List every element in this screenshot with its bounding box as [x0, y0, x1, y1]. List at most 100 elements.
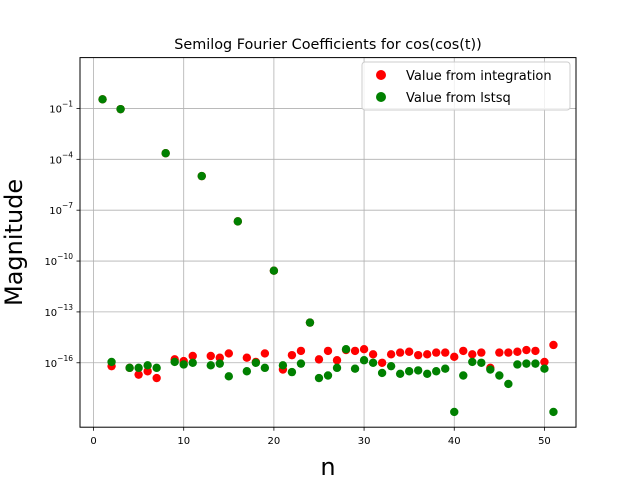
data-point [170, 357, 179, 367]
data-point [260, 349, 270, 358]
data-point [386, 361, 396, 371]
data-point [450, 352, 459, 362]
legend-label-lstsq: Value from lstsq [406, 91, 511, 106]
x-tick-label: 40 [448, 436, 461, 447]
data-point [395, 369, 405, 378]
data-point [188, 358, 197, 367]
x-axis-label: n [320, 453, 335, 480]
data-point [495, 348, 504, 357]
data-point [323, 346, 333, 356]
data-point [413, 350, 423, 360]
data-point [477, 348, 486, 357]
data-point [504, 348, 513, 357]
data-point [432, 367, 441, 376]
data-point [332, 363, 342, 373]
data-point [486, 365, 495, 374]
y-tick-label-exponent: −4 [62, 150, 73, 159]
series-lstsq [98, 95, 558, 417]
legend-label-integration: Value from integration [406, 69, 552, 84]
data-point [152, 373, 161, 383]
y-tick-label-base: 10 [49, 206, 62, 217]
data-point [323, 371, 333, 380]
legend: Value from integration Value from lstsq [361, 61, 571, 111]
data-point [522, 345, 531, 355]
data-point [513, 360, 522, 369]
y-tick-label-base: 10 [49, 104, 62, 115]
data-point [441, 348, 450, 357]
y-tick-label-exponent: −10 [57, 252, 73, 261]
y-tick-label-base: 10 [49, 155, 62, 166]
x-axis-ticks: 0 10 20 30 40 50 [90, 427, 551, 447]
data-point [531, 359, 540, 368]
data-point [377, 368, 387, 378]
data-point [98, 95, 107, 104]
legend-box [361, 61, 571, 111]
x-tick-label: 0 [90, 436, 96, 447]
data-point [314, 355, 324, 364]
data-point [423, 369, 432, 378]
data-point [350, 364, 360, 373]
data-point [459, 371, 468, 380]
data-point [477, 358, 486, 367]
data-point [134, 370, 143, 379]
x-tick-label: 30 [358, 436, 371, 447]
data-point [206, 361, 215, 370]
y-tick-label-base: 10 [44, 257, 57, 268]
data-point [143, 361, 152, 370]
data-point [179, 360, 188, 369]
y-tick-label-exponent: −1 [62, 99, 73, 108]
data-point [531, 346, 540, 356]
y-tick-label: 10−4 [49, 150, 73, 166]
data-point [423, 350, 432, 359]
data-point [314, 373, 324, 383]
data-point [125, 363, 134, 373]
data-point [296, 359, 306, 368]
data-point [287, 350, 297, 360]
data-point [233, 217, 243, 226]
legend-marker-integration [376, 70, 386, 80]
data-point [116, 104, 125, 114]
data-point [368, 358, 378, 367]
y-tick-label-base: 10 [44, 308, 57, 319]
data-point [224, 372, 233, 381]
data-point [269, 266, 279, 275]
data-point [287, 367, 297, 377]
x-tick-label: 50 [538, 436, 551, 447]
y-tick-label-exponent: −7 [62, 201, 73, 210]
data-point [260, 363, 270, 373]
data-points [98, 95, 558, 417]
data-point [513, 347, 522, 356]
data-point [278, 361, 288, 370]
data-point [377, 358, 387, 367]
data-point [224, 349, 233, 358]
data-point [540, 357, 549, 367]
plot-area-frame [79, 57, 577, 428]
data-point [368, 350, 378, 359]
data-point [522, 359, 531, 368]
data-point [450, 407, 459, 417]
data-point [242, 353, 252, 362]
data-point [404, 367, 414, 376]
data-point [413, 366, 423, 375]
y-tick-label: 10−13 [44, 303, 73, 319]
data-point [441, 364, 450, 373]
data-point [504, 379, 513, 389]
y-tick-label-exponent: −13 [57, 303, 73, 312]
data-point [359, 356, 369, 365]
y-tick-label: 10−16 [44, 354, 73, 370]
data-point [459, 346, 468, 356]
data-point [161, 149, 170, 158]
y-tick-label-base: 10 [44, 359, 57, 370]
data-point [305, 318, 315, 327]
data-point [152, 363, 161, 373]
data-point [143, 367, 152, 376]
data-point [107, 357, 116, 367]
y-axis-label: Magnitude [0, 179, 28, 306]
y-tick-label: 10−1 [49, 99, 73, 115]
data-point [332, 356, 342, 365]
legend-marker-lstsq [376, 92, 386, 102]
data-point [188, 351, 197, 361]
data-point [549, 407, 558, 417]
data-point [549, 340, 558, 350]
data-point [432, 348, 441, 357]
